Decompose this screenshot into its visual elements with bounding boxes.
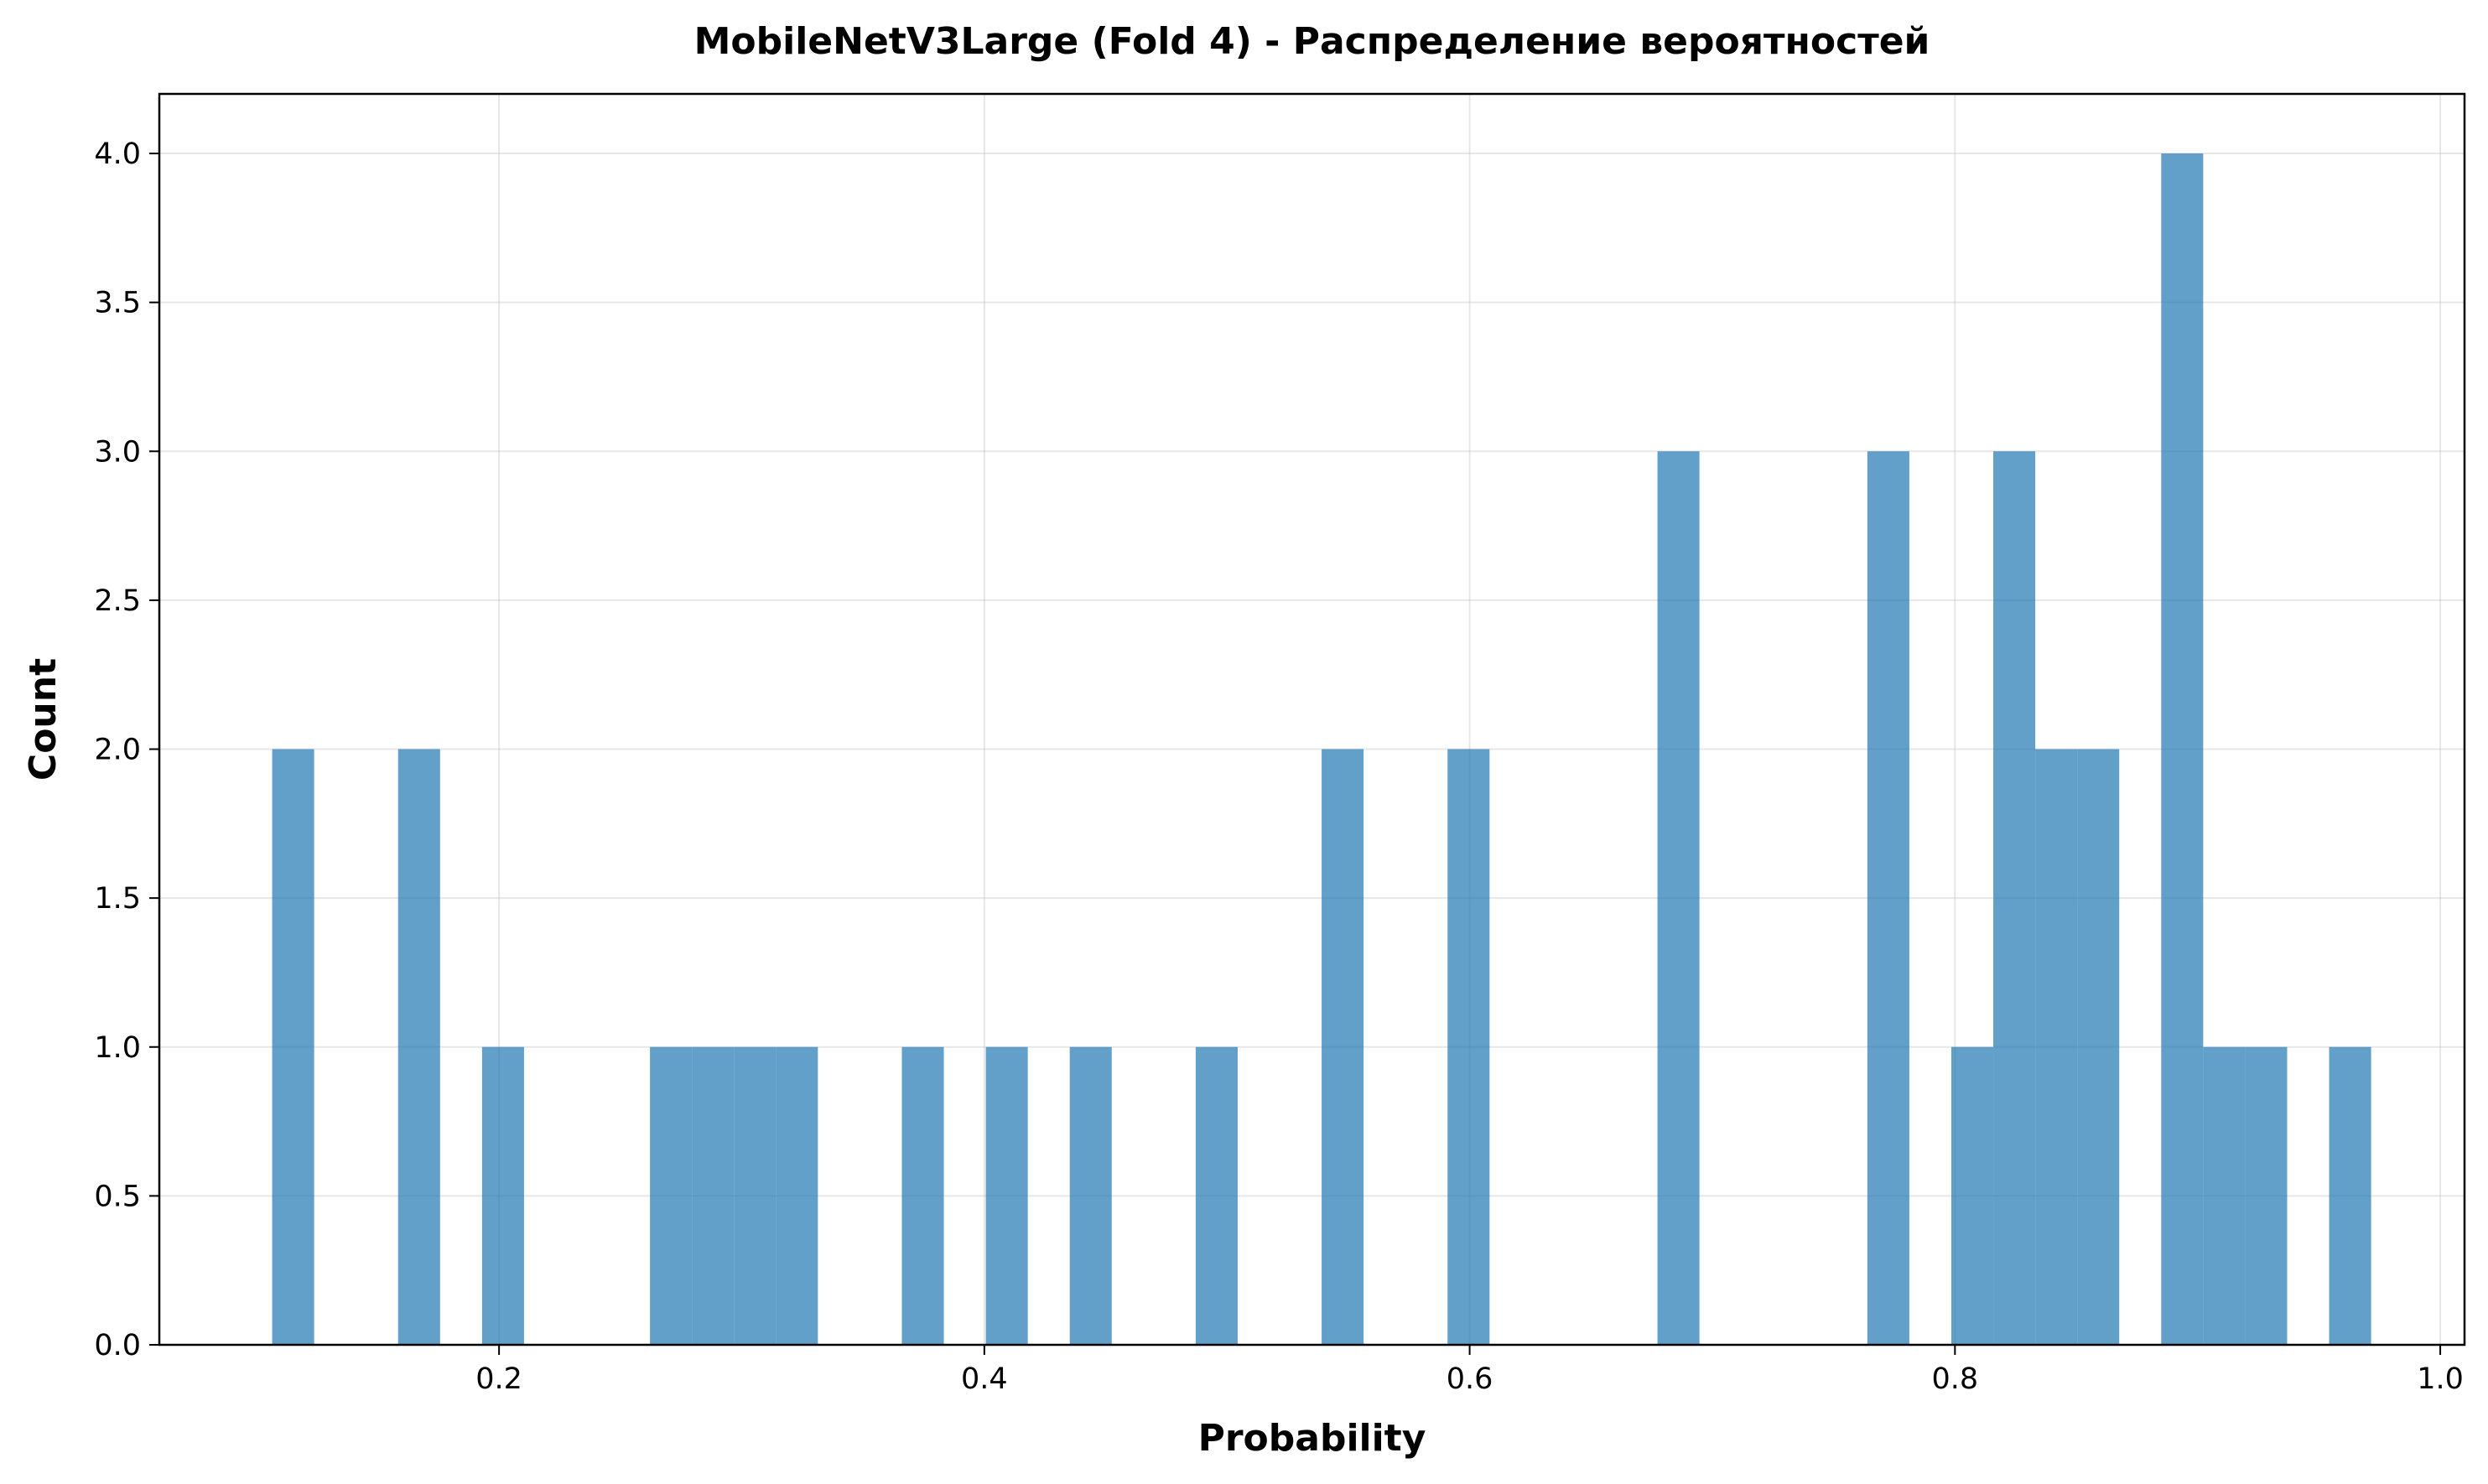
histogram-bar [2035, 749, 2078, 1345]
histogram-bar [985, 1046, 1028, 1345]
histogram-bar [1322, 749, 1364, 1345]
histogram-bar [1867, 451, 1909, 1346]
bars [272, 153, 2371, 1346]
histogram-bar [397, 749, 440, 1345]
y-tick-label: 3.0 [94, 435, 141, 469]
x-axis-label: Probability [1198, 1417, 1426, 1460]
y-axis-ticks: 0.0 0.5 1.0 1.5 2.0 2.5 3.0 3.5 4.0 [94, 138, 159, 1362]
y-tick-label: 4.0 [94, 138, 141, 171]
x-tick-label: 0.6 [1447, 1362, 1493, 1396]
chart-title: MobileNetV3Large (Fold 4) - Распределени… [694, 20, 1930, 63]
histogram-bar [2077, 749, 2120, 1345]
histogram-bar [1993, 451, 2036, 1346]
y-tick-label: 1.0 [94, 1031, 141, 1065]
x-tick-label: 1.0 [2417, 1362, 2464, 1396]
x-axis-ticks: 0.2 0.4 0.6 0.8 1.0 [475, 1345, 2464, 1396]
histogram-bar [1447, 749, 1490, 1345]
histogram-bar [2245, 1046, 2288, 1345]
histogram-bar [734, 1046, 777, 1345]
histogram-bar [692, 1046, 735, 1345]
histogram-bar [1069, 1046, 1112, 1345]
x-tick-label: 0.4 [961, 1362, 1008, 1396]
y-tick-label: 0.0 [94, 1329, 141, 1362]
y-axis-label: Count [22, 658, 65, 781]
histogram-bar [1195, 1046, 1238, 1345]
x-tick-label: 0.2 [475, 1362, 522, 1396]
histogram-bar [2203, 1046, 2246, 1345]
plot-frame [158, 92, 2466, 1346]
histogram-bar [1657, 451, 1700, 1346]
histogram-bar [272, 749, 314, 1345]
y-tick-label: 1.5 [94, 882, 141, 916]
histogram-bar [2329, 1046, 2371, 1345]
y-tick-label: 0.5 [94, 1180, 141, 1213]
histogram-bar [2161, 153, 2204, 1346]
y-tick-label: 3.5 [94, 287, 141, 320]
histogram-bar [1950, 1046, 1994, 1345]
x-tick-label: 0.8 [1931, 1362, 1978, 1396]
histogram-bar [481, 1046, 524, 1345]
y-tick-label: 2.0 [94, 734, 141, 767]
histogram-bar [650, 1046, 693, 1345]
histogram-bar [776, 1046, 818, 1345]
y-tick-label: 2.5 [94, 584, 141, 618]
histogram-bar [901, 1046, 944, 1345]
